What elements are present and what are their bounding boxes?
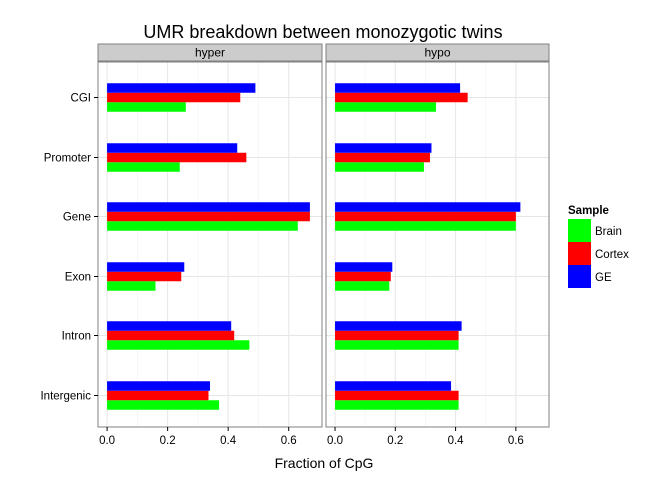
bar-hyper-cgi-ge xyxy=(107,83,256,93)
x-tick-label: 0.6 xyxy=(508,435,524,447)
bar-hyper-exon-ge xyxy=(107,262,185,272)
legend-label-brain: Brain xyxy=(595,226,622,238)
panel-border xyxy=(325,61,550,428)
bar-hypo-exon-ge xyxy=(335,262,393,272)
legend: Sample Brain Cortex GE xyxy=(568,205,629,288)
bar-hypo-promoter-brain xyxy=(335,162,424,172)
bar-hyper-gene-brain xyxy=(107,221,298,231)
facet-label: hypo xyxy=(424,46,450,60)
legend-key-brain xyxy=(568,219,591,242)
bar-hyper-promoter-brain xyxy=(107,162,180,172)
y-tick-label-exon: Exon xyxy=(65,272,91,284)
panel-border xyxy=(97,61,323,428)
bar-hypo-gene-ge xyxy=(335,202,521,212)
chart-panels: hyper hypo xyxy=(97,43,550,428)
y-tick-label-promoter: Promoter xyxy=(44,153,91,165)
legend-label-cortex: Cortex xyxy=(595,249,629,261)
bar-hypo-promoter-cortex xyxy=(335,152,430,163)
bar-hypo-cgi-ge xyxy=(335,83,461,93)
bar-hyper-intergenic-cortex xyxy=(107,390,209,401)
chart-title: UMR breakdown between monozygotic twins xyxy=(143,22,502,42)
bar-hypo-intron-cortex xyxy=(335,330,459,341)
bar-hyper-intron-brain xyxy=(107,340,250,350)
facet-label: hyper xyxy=(195,46,225,60)
legend-key-ge xyxy=(568,265,591,288)
x-axis: 0.0 0.2 0.4 0.6 0.0 0.2 0.4 0.6 xyxy=(99,427,524,447)
y-tick-label-intergenic: Intergenic xyxy=(40,391,91,403)
y-tick-label-cgi: CGI xyxy=(71,93,91,105)
bar-hyper-gene-cortex xyxy=(107,211,310,222)
x-tick-label: 0.0 xyxy=(327,435,343,447)
x-axis-title: Fraction of CpG xyxy=(275,455,374,471)
panel-hyper: hyper xyxy=(97,43,323,428)
x-tick-label: 0.4 xyxy=(220,435,237,447)
x-tick-label: 0.2 xyxy=(160,435,176,447)
x-tick-label: 0.2 xyxy=(387,435,403,447)
bar-hyper-promoter-ge xyxy=(107,143,238,153)
bar-hyper-intron-ge xyxy=(107,321,232,331)
bar-hypo-intergenic-ge xyxy=(335,381,452,391)
legend-title: Sample xyxy=(568,205,609,217)
bar-hypo-promoter-ge xyxy=(335,143,432,153)
bar-hyper-cgi-cortex xyxy=(107,92,241,103)
bar-hyper-intergenic-ge xyxy=(107,381,210,391)
facet-strip xyxy=(325,43,550,62)
facet-strip xyxy=(97,43,323,62)
bar-hyper-cgi-brain xyxy=(107,102,186,112)
x-tick-label: 0.0 xyxy=(99,435,115,447)
bar-hyper-gene-ge xyxy=(107,202,310,212)
panel-background xyxy=(325,61,550,428)
panel-hypo: hypo xyxy=(325,43,550,428)
bar-hypo-gene-cortex xyxy=(335,211,516,222)
x-tick-label: 0.6 xyxy=(281,435,297,447)
legend-label-ge: GE xyxy=(595,272,612,284)
y-axis: CGI Promoter Gene Exon Intron Intergenic xyxy=(40,93,98,403)
bar-hyper-intergenic-brain xyxy=(107,400,220,410)
bar-hyper-promoter-cortex xyxy=(107,152,247,163)
x-tick-label: 0.4 xyxy=(448,435,465,447)
bar-hyper-intron-cortex xyxy=(107,330,235,341)
y-tick-label-gene: Gene xyxy=(63,212,91,224)
legend-key-cortex xyxy=(568,242,591,265)
y-tick-label-intron: Intron xyxy=(62,331,91,343)
bar-hypo-intron-ge xyxy=(335,321,462,331)
bar-hypo-intergenic-brain xyxy=(335,400,459,410)
bar-hypo-intron-brain xyxy=(335,340,459,350)
bar-hypo-intergenic-cortex xyxy=(335,390,459,401)
bar-hypo-cgi-brain xyxy=(335,102,436,112)
panel-background xyxy=(97,61,323,428)
bar-hypo-exon-cortex xyxy=(335,271,391,282)
bar-hyper-exon-cortex xyxy=(107,271,182,282)
bar-hypo-exon-brain xyxy=(335,281,390,291)
bar-hypo-gene-brain xyxy=(335,221,516,231)
bar-hyper-exon-brain xyxy=(107,281,156,291)
bar-hypo-cgi-cortex xyxy=(335,92,468,103)
